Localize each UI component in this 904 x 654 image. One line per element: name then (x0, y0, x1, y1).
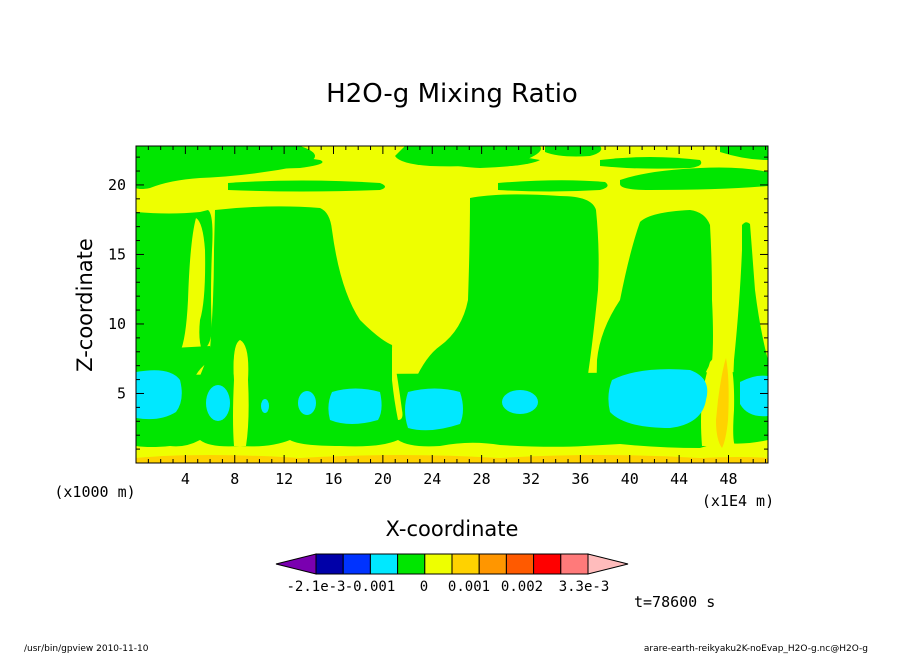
contour-region-green (620, 167, 768, 190)
colorbar-segment (533, 553, 562, 575)
contour-region-cyan (502, 390, 538, 414)
contour-region-green (225, 155, 323, 169)
colorbar-segment (342, 553, 371, 575)
x-tick-label: 8 (230, 470, 239, 488)
colorbar-segment (478, 553, 507, 575)
contour-region-cyan (405, 388, 463, 431)
colorbar-label: 0.002 (501, 579, 543, 595)
y-tick-label: 15 (108, 245, 126, 263)
y-tick-label: 5 (117, 384, 126, 402)
colorbar-under-triangle (275, 553, 317, 575)
contour-region-green (136, 210, 213, 355)
colorbar (275, 553, 629, 575)
footer-right: arare-earth-reikyaku2K-noEvap_H2O-g.nc@H… (644, 644, 868, 654)
contour-region-green (720, 146, 768, 160)
x-tick-label: 48 (719, 470, 737, 488)
x-tick-label: 32 (522, 470, 540, 488)
contour-region-green (545, 146, 602, 157)
colorbar-segment (451, 553, 480, 575)
y-axis-label: Z-coordinate (73, 238, 97, 372)
y-tick-label: 20 (108, 176, 126, 194)
x-unit-right: (x1E4 m) (702, 492, 774, 510)
contour-region-cyan (608, 369, 708, 428)
x-unit-left: (x1000 m) (54, 483, 135, 501)
contour-region-cyan (328, 388, 382, 424)
contour-region-green (600, 157, 702, 169)
contour-region-cyan (298, 391, 316, 415)
x-tick-label: 20 (374, 470, 392, 488)
time-label: t=78600 s (634, 593, 715, 611)
x-axis-label: X-coordinate (386, 517, 519, 541)
contour-region-green (136, 346, 211, 375)
colorbar-segment (424, 553, 453, 575)
colorbar-label: 3.3e-3 (559, 579, 610, 595)
x-tick-label: 12 (275, 470, 293, 488)
y-axis: 5 10 15 20 (108, 156, 768, 450)
colorbar-segment (397, 553, 426, 575)
colorbar-segment (505, 553, 535, 575)
plot-area (136, 146, 768, 463)
x-axis: 4 8 12 16 20 24 28 32 36 40 44 48 (147, 146, 767, 488)
colorbar-label: 0 (420, 579, 428, 595)
colorbar-label: -0.001 (345, 579, 396, 595)
colorbar-labels: -2.1e-3 -0.001 0 0.001 0.002 3.3e-3 (286, 579, 609, 595)
contour-region-green (498, 180, 608, 192)
contour-region-orange (716, 358, 729, 448)
contour-region-orange (136, 455, 768, 463)
y-tick-label: 10 (108, 315, 126, 333)
plot-frame (135, 145, 769, 464)
x-tick-label: 40 (621, 470, 639, 488)
contour-region-yellow (233, 340, 249, 446)
contour-region-green (228, 180, 385, 192)
chart-title: H2O-g Mixing Ratio (326, 79, 578, 109)
contour-region-cyan (206, 385, 230, 421)
x-tick-label: 4 (181, 470, 190, 488)
contour-region-cyan (261, 399, 269, 413)
x-tick-label: 28 (473, 470, 491, 488)
x-tick-label: 44 (670, 470, 688, 488)
colorbar-segment (369, 553, 399, 575)
contour-region-green (440, 155, 540, 168)
colorbar-label: 0.001 (448, 579, 490, 595)
colorbar-segment (315, 553, 344, 575)
contour-region-yellow (392, 345, 403, 420)
contour-region-cyan (136, 370, 182, 420)
x-tick-label: 16 (324, 470, 342, 488)
colorbar-over-triangle (587, 553, 629, 575)
footer-left: /usr/bin/gpview 2010-11-10 (24, 644, 149, 654)
colorbar-label: -2.1e-3 (286, 579, 345, 595)
x-tick-label: 36 (571, 470, 589, 488)
x-tick-label: 24 (423, 470, 441, 488)
colorbar-segment (560, 553, 589, 575)
contour-region-cyan (740, 375, 768, 417)
